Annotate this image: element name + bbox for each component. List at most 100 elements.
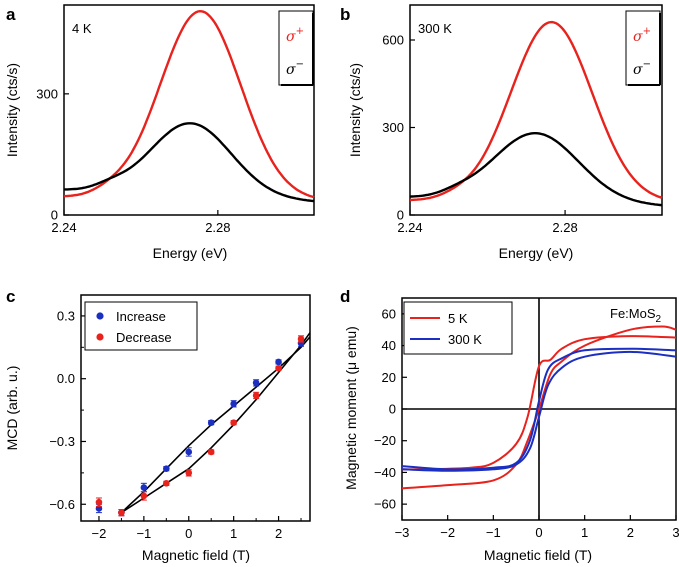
x-tick-label: 2 — [627, 525, 634, 540]
x-tick-label: −1 — [136, 526, 151, 541]
legend-a: σ+ σ− — [278, 10, 314, 86]
y-tick-label: −0.6 — [49, 497, 75, 512]
x-tick-label: 3 — [672, 525, 679, 540]
legend-marker-increase — [96, 312, 104, 320]
x-tick-label: 1 — [230, 526, 237, 541]
y-tick-label: 0.3 — [57, 308, 75, 323]
data-point-decrease — [252, 392, 260, 399]
legend-c: Increase Decrease — [84, 301, 198, 351]
plot-frame-c — [80, 294, 311, 522]
axis-ticks-d: −3 −2 −1 0 1 2 3 −60 −40 −20 0 20 40 60 — [374, 306, 679, 540]
sigma-minus-curve — [64, 122, 315, 203]
panel-label-d: d — [340, 287, 350, 306]
y-tick-label: −20 — [374, 433, 396, 448]
legend-label-300k: 300 K — [448, 332, 482, 347]
x-tick-label: 2 — [275, 526, 282, 541]
legend-marker-decrease — [96, 333, 104, 341]
legend-a-sigma-plus: σ+ — [286, 26, 304, 45]
loop-branch-5k-a — [401, 335, 677, 471]
x-tick-label: 0 — [535, 525, 542, 540]
y-tick-label: 0.0 — [57, 371, 75, 386]
data-point-decrease — [95, 498, 103, 506]
loop-branch-5k-b — [401, 325, 677, 490]
plot-frame-a — [63, 4, 315, 216]
chart-panel-c: −2 −1 0 1 2−0.6−0.30.00.3 Increase Decrease … — [4, 294, 311, 563]
x-tick-label: −1 — [486, 525, 501, 540]
data-point-decrease — [275, 364, 282, 372]
axis-ticks-a: 2.24 2.28 0 300 — [36, 86, 230, 235]
y-tick-label: 20 — [382, 370, 396, 385]
sigma-plus-curve — [409, 20, 663, 202]
x-axis-title-d: Magnetic field (T) — [484, 547, 592, 563]
legend-b-sigma-minus: σ− — [633, 59, 651, 78]
data-point-decrease — [185, 469, 193, 477]
y-tick-label: 0 — [397, 208, 404, 223]
data-point-increase — [185, 448, 193, 456]
x-tick-label: 2.28 — [552, 220, 577, 235]
data-point-increase — [140, 484, 148, 491]
loop-branch-300k-b — [401, 350, 677, 472]
legend-label-decrease: Decrease — [116, 330, 172, 345]
panel-label-b: b — [340, 5, 350, 24]
fit-curves-c — [120, 332, 311, 514]
y-axis-title-d: Magnetic moment (μ emu) — [343, 326, 359, 490]
y-axis-title-c: MCD (arb. u.) — [4, 366, 20, 451]
data-point-decrease — [118, 509, 125, 516]
x-tick-label: 2.24 — [397, 220, 422, 235]
legend-b: σ+ σ− — [625, 10, 661, 86]
data-point-increase — [230, 400, 237, 408]
sample-annotation-d: Fe:MoS2 — [610, 306, 662, 325]
legend-d: 5 K 300 K — [403, 301, 513, 355]
data-point-increase — [163, 465, 170, 472]
data-point-decrease — [230, 419, 237, 426]
fit-curve-decrease — [120, 332, 311, 514]
temperature-annotation-a: 4 K — [72, 21, 92, 36]
y-tick-label: 60 — [382, 306, 396, 321]
sigma-minus-curve — [409, 132, 663, 207]
y-tick-label: −0.3 — [49, 434, 75, 449]
panel-label-c: c — [6, 287, 15, 306]
data-point-decrease — [140, 492, 148, 500]
chart-panel-d: −3 −2 −1 0 1 2 3 −60 −40 −20 0 20 40 60 5 K 300 K Fe:… — [343, 297, 679, 563]
plot-frame-b — [409, 4, 663, 216]
hysteresis-loops-d — [401, 325, 677, 490]
y-tick-label: 600 — [382, 33, 404, 48]
chart-panel-a: 2.24 2.28 0 300 4 K σ+ σ− Energy (eV) Inten… — [4, 4, 315, 261]
x-tick-label: 2.28 — [205, 220, 230, 235]
legend-a-sigma-minus: σ− — [286, 59, 304, 78]
y-tick-label: 300 — [36, 86, 58, 101]
x-axis-title-c: Magnetic field (T) — [142, 547, 250, 563]
data-point-increase — [275, 358, 282, 366]
x-tick-label: 0 — [185, 526, 192, 541]
y-tick-label: −40 — [374, 465, 396, 480]
sigma-plus-curve — [63, 9, 315, 199]
x-tick-label: 2.24 — [51, 220, 76, 235]
spectra-a — [63, 9, 315, 203]
data-point-decrease — [207, 448, 215, 456]
y-axis-title-b: Intensity (cts/s) — [347, 63, 363, 157]
y-tick-label: 40 — [382, 338, 396, 353]
panel-label-a: a — [6, 5, 16, 24]
axis-ticks-c: −2 −1 0 1 2 −0.6 −0.3 0.0 0.3 — [49, 308, 302, 541]
y-tick-label: −60 — [374, 497, 396, 512]
data-points-c — [95, 335, 305, 517]
data-point-decrease — [163, 480, 170, 487]
x-tick-label: 1 — [581, 525, 588, 540]
temperature-annotation-b: 300 K — [418, 21, 452, 36]
x-tick-label: −2 — [92, 526, 107, 541]
spectra-b — [409, 20, 663, 207]
x-tick-label: −2 — [440, 525, 455, 540]
data-point-increase — [252, 379, 260, 387]
legend-label-5k: 5 K — [448, 311, 468, 326]
loop-branch-300k-a — [401, 347, 677, 471]
x-axis-title-b: Energy (eV) — [499, 245, 574, 261]
data-point-increase — [207, 419, 215, 426]
legend-label-increase: Increase — [116, 309, 166, 324]
y-tick-label: 0 — [389, 402, 396, 417]
data-point-decrease — [297, 335, 305, 343]
legend-b-sigma-plus: σ+ — [633, 26, 651, 45]
y-tick-label: 300 — [382, 120, 404, 135]
x-tick-label: −3 — [395, 525, 410, 540]
